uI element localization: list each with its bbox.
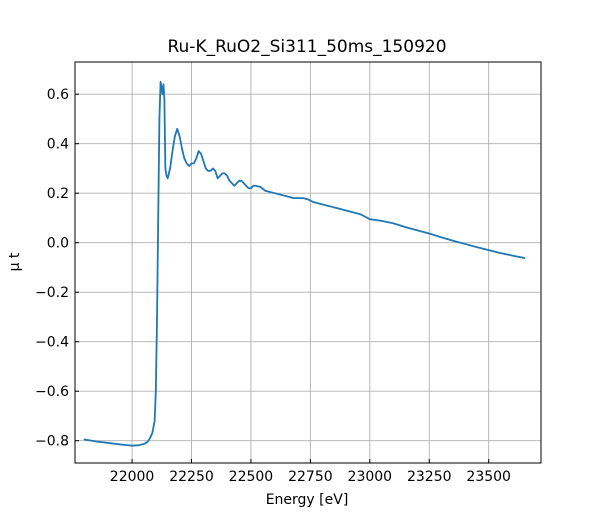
grid — [75, 62, 541, 463]
x-tick-label: 23250 — [407, 469, 452, 485]
y-tick-label: −0.6 — [35, 384, 69, 400]
y-tick-label: 0.2 — [47, 186, 69, 202]
chart-title: Ru-K_RuO2_Si311_50ms_150920 — [167, 37, 446, 57]
series-line — [83, 80, 526, 447]
y-axis-label: μ t — [7, 252, 23, 271]
x-tick-label: 22000 — [110, 469, 155, 485]
axes-frame — [74, 61, 542, 464]
y-tick-label: 0.4 — [47, 137, 69, 153]
x-tick-label: 22250 — [169, 469, 214, 485]
x-axis-label: Energy [eV] — [266, 492, 349, 508]
ticks: 22000 22250 22500 22750 23000 23250 23500 −0.8 −… — [35, 87, 511, 485]
y-tick-label: −0.8 — [35, 434, 69, 450]
x-tick-label: 23000 — [348, 469, 393, 485]
y-tick-label: 0.6 — [47, 87, 69, 103]
y-tick-label: −0.4 — [35, 335, 69, 351]
y-tick-label: −0.2 — [35, 285, 69, 301]
x-tick-label: 22750 — [288, 469, 333, 485]
x-tick-label: 22500 — [229, 469, 274, 485]
x-tick-label: 23500 — [466, 469, 511, 485]
y-tick-label: 0.0 — [47, 236, 69, 252]
series-layer — [83, 80, 526, 447]
